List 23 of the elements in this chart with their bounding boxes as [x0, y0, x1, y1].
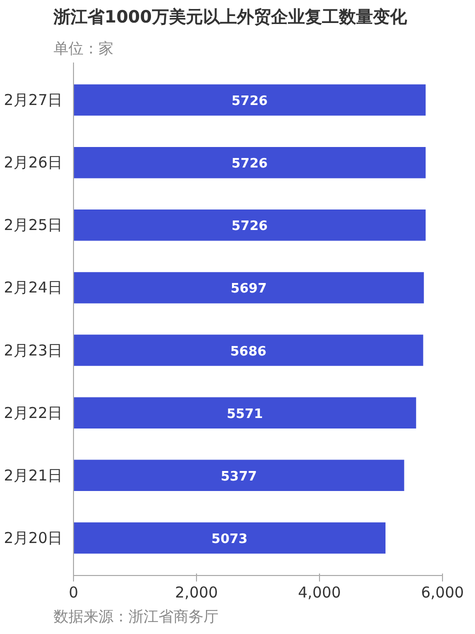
y-tick-label: 2月24日 — [4, 278, 63, 297]
data-label: 5697 — [230, 282, 267, 297]
y-tick-label: 2月20日 — [4, 528, 63, 547]
y-tick-label: 2月25日 — [4, 216, 63, 234]
x-tick-label: 2,000 — [175, 584, 218, 602]
x-tick-label: 6,000 — [421, 584, 464, 602]
source-note: 数据来源：浙江省商务厅 — [54, 608, 218, 626]
data-label: 5377 — [220, 469, 257, 484]
y-tick-label: 2月22日 — [4, 404, 63, 422]
y-tick-label: 2月27日 — [4, 91, 63, 110]
y-tick-label: 2月21日 — [4, 466, 63, 484]
data-label: 5726 — [231, 219, 268, 234]
x-tick-label: 4,000 — [298, 584, 341, 602]
data-label: 5571 — [226, 406, 263, 422]
chart-title: 浙江省1000万美元以上外贸企业复工数量变化 — [52, 8, 408, 28]
y-tick-label: 2月23日 — [4, 341, 63, 360]
data-label: 5686 — [230, 344, 266, 360]
chart-subtitle: 单位：家 — [54, 40, 114, 58]
x-tick-label: 0 — [68, 584, 78, 602]
y-tick-label: 2月26日 — [4, 154, 63, 172]
data-label: 5726 — [231, 156, 268, 172]
data-label: 5726 — [231, 94, 268, 110]
data-label: 5073 — [211, 532, 248, 547]
